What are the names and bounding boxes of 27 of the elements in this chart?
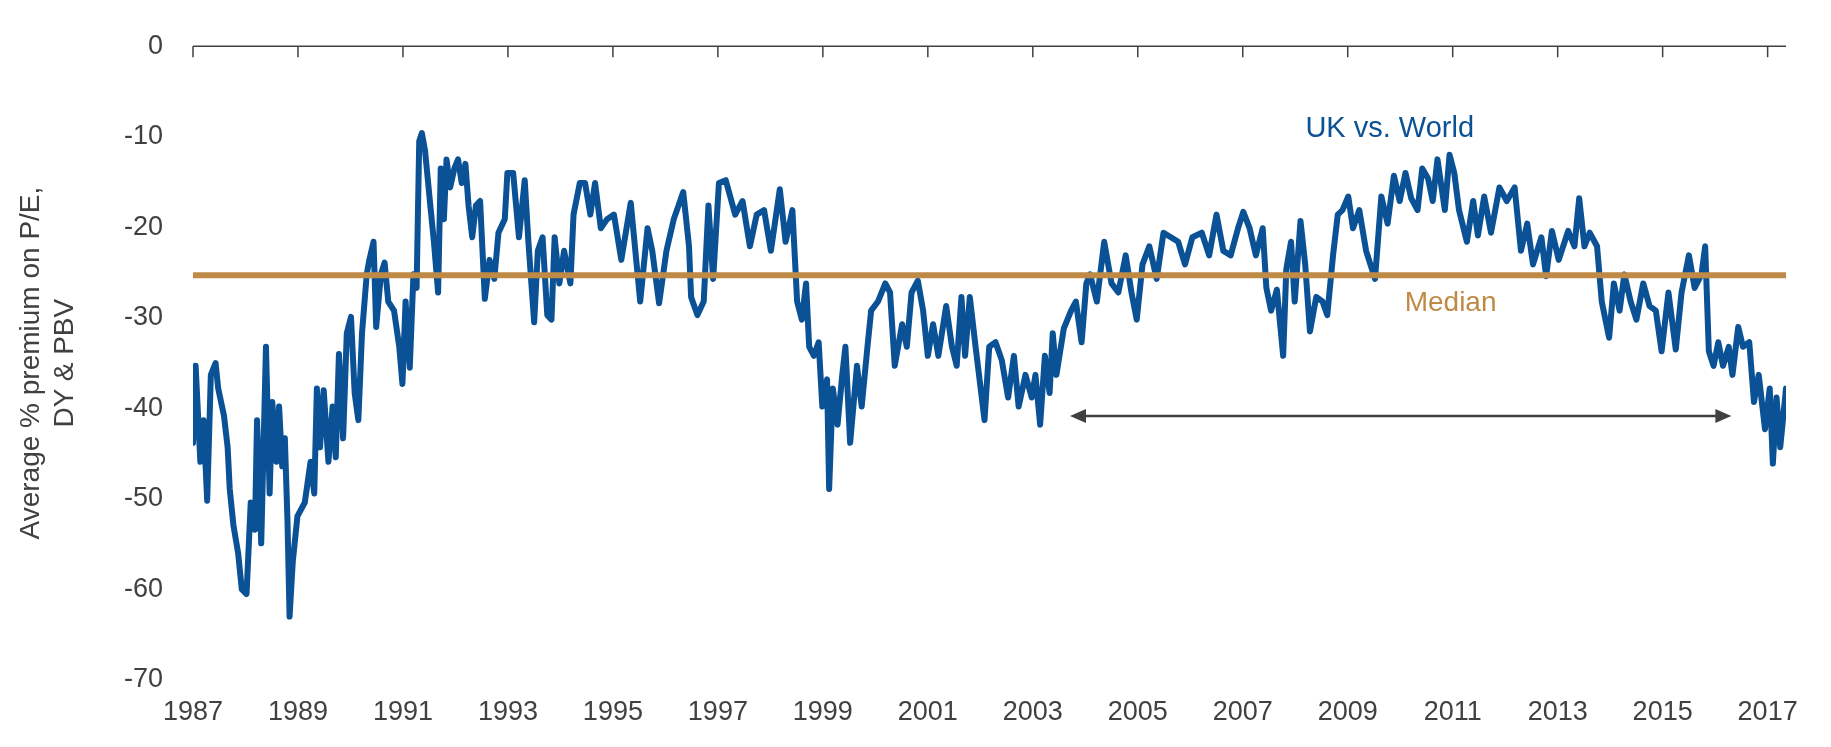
x-tick-label: 1995 [582, 695, 643, 726]
x-tick-label: 2017 [1737, 695, 1798, 726]
x-tick-label: 2011 [1423, 695, 1482, 726]
y-tick-label: -60 [123, 572, 163, 603]
x-tick-label: 2007 [1212, 695, 1273, 726]
x-tick-label: 1997 [687, 695, 748, 726]
x-tick-label: 2015 [1632, 695, 1693, 726]
y-tick-label: -50 [123, 482, 163, 513]
ref-line-label: Median [1404, 285, 1497, 317]
y-tick-label: -10 [123, 120, 163, 151]
y-tick-label: 0 [147, 29, 163, 60]
x-tick-label: 1993 [477, 695, 538, 726]
x-tick-label: 1999 [792, 695, 853, 726]
series-label: UK vs. World [1305, 111, 1475, 144]
x-tick-label: 1991 [372, 695, 433, 726]
y-tick-label: -20 [123, 210, 163, 241]
x-tick-label: 2003 [1002, 695, 1063, 726]
x-tick-label: 1989 [267, 695, 329, 726]
y-axis-title: Average % premium on P/E, DY & PBV [13, 186, 79, 540]
x-tick-label: 2001 [897, 695, 958, 726]
x-tick-label: 2005 [1107, 695, 1168, 726]
x-tick-label: 2009 [1317, 695, 1378, 726]
y-tick-label: -70 [123, 663, 163, 694]
x-tick-label: 1987 [162, 695, 224, 726]
y-tick-label: -40 [123, 391, 163, 422]
y-tick-label: -30 [123, 301, 163, 332]
x-tick-label: 2013 [1527, 695, 1588, 726]
